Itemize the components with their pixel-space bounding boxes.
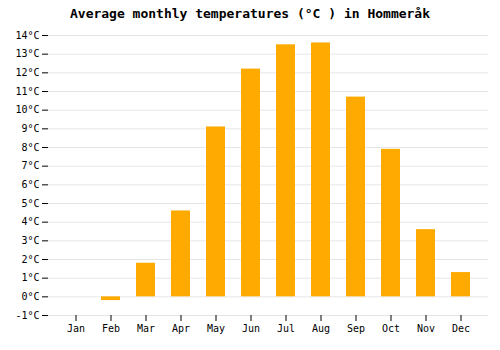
svg-text:Jul: Jul [277, 323, 295, 334]
svg-text:1°C: 1°C [21, 272, 39, 283]
svg-text:Apr: Apr [172, 323, 190, 334]
svg-text:Mar: Mar [137, 323, 155, 334]
svg-text:Jun: Jun [242, 323, 260, 334]
svg-text:Feb: Feb [102, 323, 120, 334]
svg-text:0°C: 0°C [21, 291, 39, 302]
svg-text:Jan: Jan [67, 323, 85, 334]
svg-text:May: May [207, 323, 225, 334]
svg-text:Sep: Sep [347, 323, 365, 334]
svg-text:-1°C: -1°C [15, 310, 39, 321]
svg-text:10°C: 10°C [15, 104, 39, 115]
svg-text:7°C: 7°C [21, 160, 39, 171]
svg-text:2°C: 2°C [21, 254, 39, 265]
svg-text:Oct: Oct [382, 323, 400, 334]
svg-text:5°C: 5°C [21, 198, 39, 209]
svg-text:8°C: 8°C [21, 142, 39, 153]
svg-text:Nov: Nov [417, 323, 435, 334]
svg-text:12°C: 12°C [15, 67, 39, 78]
svg-text:9°C: 9°C [21, 123, 39, 134]
svg-text:Dec: Dec [452, 323, 470, 334]
svg-text:3°C: 3°C [21, 235, 39, 246]
html-text:Average monthly temperatures (: Average monthly temperatures (°C ) in Ho… [70, 6, 430, 21]
svg-text:11°C: 11°C [15, 86, 39, 97]
svg-text:13°C: 13°C [15, 48, 39, 59]
svg-text:14°C: 14°C [15, 30, 39, 41]
svg-text:6°C: 6°C [21, 179, 39, 190]
svg-text:Aug: Aug [312, 323, 330, 334]
svg-text:4°C: 4°C [21, 216, 39, 227]
